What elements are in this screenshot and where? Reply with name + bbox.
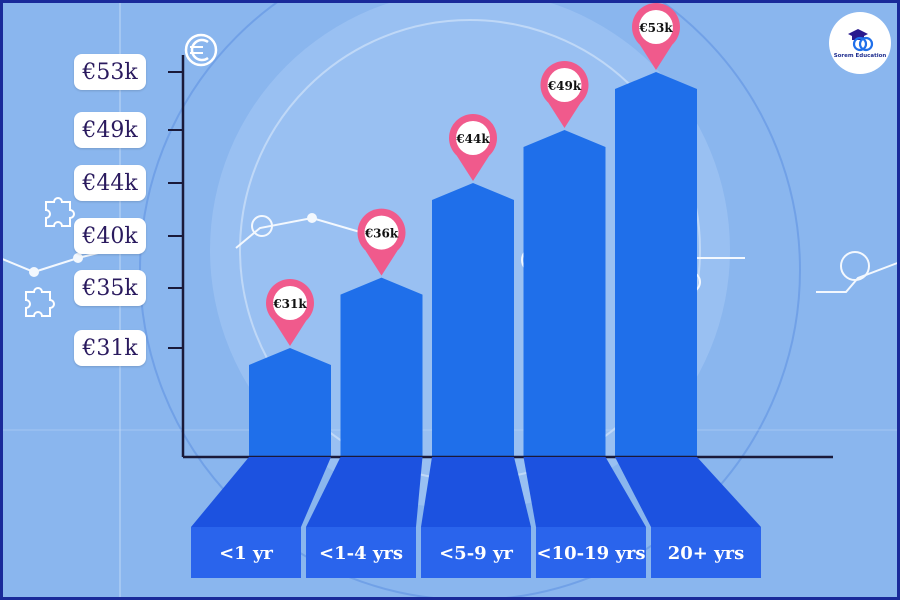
data-label: €44k	[455, 132, 490, 146]
bar	[340, 277, 423, 457]
y-tick-marks	[168, 71, 183, 349]
brand-logo: Sorem Education	[829, 12, 891, 74]
x-tick-label: <10-19 yrs	[537, 543, 646, 564]
brand-name: Sorem Education	[833, 52, 887, 59]
x-tick-label: 20+ yrs	[668, 543, 744, 564]
y-tick-label: €31k	[74, 330, 146, 366]
x-tick-label: <1-4 yrs	[319, 543, 403, 564]
bar-base-front	[191, 527, 301, 578]
value-pin: €36k	[357, 208, 406, 276]
bar-base-front	[306, 527, 416, 578]
value-pin: €53k	[632, 3, 680, 70]
graduation-cap-icon	[848, 28, 874, 51]
x-tick-label: <1 yr	[219, 543, 273, 564]
bar	[249, 348, 331, 457]
x-tick-label: <5-9 yr	[439, 543, 513, 564]
bar-base-top	[191, 457, 331, 527]
bar-base-top	[306, 457, 423, 527]
bar	[523, 130, 606, 457]
value-pin: €44k	[449, 114, 497, 181]
data-label: €36k	[364, 227, 399, 241]
category-base: <1 yr <1-4 yrs <5-9 yr <10-19 yrs 20+ yrs	[191, 457, 761, 578]
data-label: €53k	[638, 21, 673, 35]
bar	[615, 72, 697, 457]
bar	[432, 183, 514, 457]
y-tick-label: €35k	[74, 270, 146, 306]
data-label: €31k	[272, 297, 307, 311]
bar-base-front	[651, 527, 761, 578]
bar-base-front	[421, 527, 531, 578]
puzzle-icon-2	[25, 287, 55, 317]
bar-base-front	[536, 527, 646, 578]
value-pin: €31k	[266, 279, 314, 346]
value-pin: €49k	[540, 61, 589, 128]
y-tick-label: €53k	[74, 54, 146, 90]
bar-base-top	[523, 457, 646, 527]
y-tick-label: €44k	[74, 165, 146, 201]
bar-base-top	[421, 457, 531, 527]
y-tick-label: €40k	[74, 218, 146, 254]
bar-base-top	[615, 457, 761, 527]
euro-icon	[184, 33, 218, 67]
value-pins: €31k €36k €44k €49k €53k	[266, 3, 680, 346]
data-label: €49k	[547, 79, 582, 93]
y-tick-label: €49k	[74, 112, 146, 148]
puzzle-icon	[45, 197, 75, 227]
bars-layer	[249, 72, 697, 457]
